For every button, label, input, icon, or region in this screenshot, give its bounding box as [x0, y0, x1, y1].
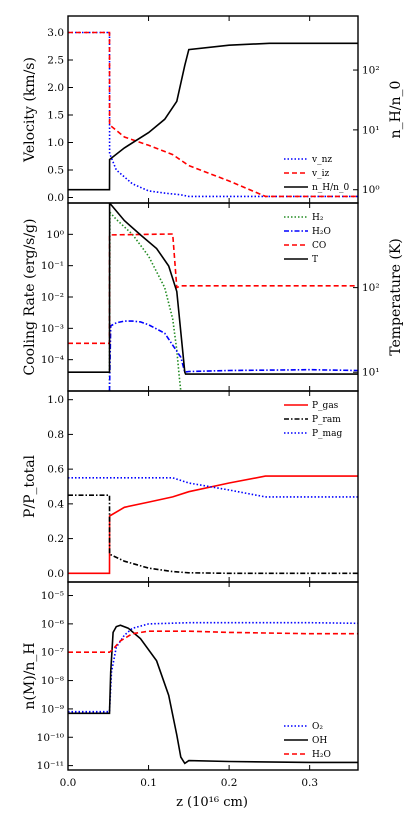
panel-1: 0.0 0.5 1.0 1.5 2.0 2.5 3.0 10⁰ 10¹ 10² Velocity (…: [22, 15, 404, 204]
x-tick-label: 0.2: [221, 777, 238, 789]
y-tick-label: 10⁻¹¹: [37, 760, 64, 772]
y-tick-label: 2.5: [47, 55, 64, 67]
legend-label: v_iz: [311, 169, 329, 179]
series-line-2-4: [68, 203, 358, 375]
y-tick-label: 10⁻¹⁰: [37, 732, 64, 744]
series-line-2-2: [108, 320, 358, 391]
x-tick-label: 0.1: [140, 777, 157, 789]
y2-tick-label: 10¹: [362, 367, 380, 379]
series-line-3-1: [68, 475, 358, 575]
series-line-3-2: [68, 494, 358, 575]
y-tick-label: 0.0: [47, 568, 64, 580]
y-tick-label: 0.2: [47, 533, 64, 545]
y-tick-label: 10⁻¹: [41, 260, 64, 272]
y-tick-label: 10⁻⁶: [41, 618, 64, 630]
y2-axis-label: Temperature (K): [388, 238, 404, 356]
y-tick-label: 2.0: [47, 82, 64, 94]
x-tick-label: 0.0: [60, 777, 77, 789]
legend-label: H₂O: [312, 227, 331, 237]
legend-label: v_nz: [311, 155, 332, 165]
x-axis-label: z (10¹⁶ cm): [176, 795, 248, 810]
series-line-1-3: [68, 42, 358, 191]
legend-label: O₂: [312, 722, 323, 732]
y-axis-label: P/P_total: [22, 454, 38, 518]
axes-frame: [67, 581, 359, 771]
y2-tick-label: 10²: [362, 65, 380, 77]
y-axis-label: Cooling Rate (erg/s/g): [22, 219, 38, 376]
y-tick-label: 10⁰: [46, 229, 64, 241]
legend-label: CO: [312, 241, 326, 251]
legend-label: H₂O: [312, 750, 331, 760]
legend-label: T: [312, 255, 318, 265]
y-tick-label: 1.5: [47, 110, 64, 122]
y-tick-label: 10⁻³: [41, 323, 64, 335]
y-tick-label: 10⁻²: [41, 292, 64, 304]
y-tick-label: 10⁻⁴: [41, 354, 64, 366]
series-line-4-3: [68, 630, 358, 654]
y-tick-label: 0.8: [47, 429, 64, 441]
legend-label: P_mag: [312, 429, 342, 439]
y-tick-label: 0.6: [47, 464, 64, 476]
legend-label: P_gas: [312, 401, 339, 411]
series-line-2-1: [108, 210, 182, 391]
y-tick-label: 10⁻⁹: [41, 703, 64, 715]
panel-4: 10⁻¹¹ 10⁻¹⁰ 10⁻⁹ 10⁻⁸ 10⁻⁷ 10⁻⁶ 10⁻⁵ n(M)/n_H O₂…: [22, 581, 359, 772]
y-tick-label: 0.0: [47, 192, 64, 204]
series-line-4-2: [68, 624, 358, 765]
legend-label: H₂: [312, 213, 324, 223]
y-tick-label: 0.5: [47, 165, 64, 177]
legend-label: n_H/n_0: [312, 183, 349, 193]
series-line-3-3: [68, 476, 358, 498]
y-tick-label: 0.4: [47, 498, 64, 510]
legend-label: P_ram: [312, 415, 341, 425]
y-axis-label: n(M)/n_H: [22, 642, 38, 709]
panel-3: 0.0 0.2 0.4 0.6 0.8 1.0 P/P_total P_gas P_ram P_m…: [22, 390, 359, 583]
y2-axis-label: n_H/n_0: [388, 81, 404, 139]
y2-tick-label: 10⁰: [362, 184, 380, 196]
y-tick-label: 1.0: [47, 137, 64, 149]
y-tick-label: 3.0: [47, 27, 64, 39]
x-tick-label: 0.3: [301, 777, 318, 789]
legend-label: OH: [312, 736, 327, 746]
y-axis-label: Velocity (km/s): [22, 57, 38, 163]
y2-tick-label: 10²: [362, 282, 380, 294]
y2-tick-label: 10¹: [362, 124, 380, 136]
y-tick-label: 10⁻⁷: [41, 647, 64, 659]
series-line-4-1: [68, 621, 358, 713]
series-line-1-1: [68, 31, 358, 198]
y-tick-label: 1.0: [47, 394, 64, 406]
y-tick-label: 10⁻⁵: [41, 590, 64, 602]
panel-2: 10⁻⁴ 10⁻³ 10⁻² 10⁻¹ 10⁰ 10¹ 10² Cooling Rate (e…: [22, 202, 404, 392]
y-tick-label: 10⁻⁸: [41, 675, 64, 687]
